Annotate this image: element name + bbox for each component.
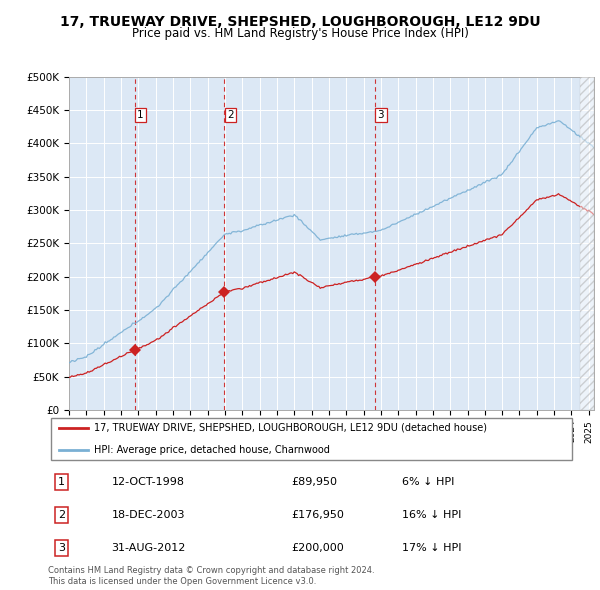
Text: 31-AUG-2012: 31-AUG-2012	[112, 543, 186, 553]
Text: 6% ↓ HPI: 6% ↓ HPI	[402, 477, 454, 487]
Text: 2: 2	[58, 510, 65, 520]
Text: 17% ↓ HPI: 17% ↓ HPI	[402, 543, 461, 553]
Text: This data is licensed under the Open Government Licence v3.0.: This data is licensed under the Open Gov…	[48, 577, 316, 586]
Text: 3: 3	[377, 110, 384, 120]
FancyBboxPatch shape	[50, 418, 572, 460]
Text: 17, TRUEWAY DRIVE, SHEPSHED, LOUGHBOROUGH, LE12 9DU (detached house): 17, TRUEWAY DRIVE, SHEPSHED, LOUGHBOROUG…	[94, 423, 487, 432]
Text: £200,000: £200,000	[291, 543, 344, 553]
Text: Contains HM Land Registry data © Crown copyright and database right 2024.: Contains HM Land Registry data © Crown c…	[48, 566, 374, 575]
Text: 16% ↓ HPI: 16% ↓ HPI	[402, 510, 461, 520]
Text: 3: 3	[58, 543, 65, 553]
Text: 1: 1	[58, 477, 65, 487]
Text: 2: 2	[227, 110, 233, 120]
Text: Price paid vs. HM Land Registry's House Price Index (HPI): Price paid vs. HM Land Registry's House …	[131, 27, 469, 40]
Text: 18-DEC-2003: 18-DEC-2003	[112, 510, 185, 520]
Text: £89,950: £89,950	[291, 477, 337, 487]
Text: HPI: Average price, detached house, Charnwood: HPI: Average price, detached house, Char…	[94, 445, 331, 455]
Text: 12-OCT-1998: 12-OCT-1998	[112, 477, 184, 487]
Text: 1: 1	[137, 110, 144, 120]
Text: 17, TRUEWAY DRIVE, SHEPSHED, LOUGHBOROUGH, LE12 9DU: 17, TRUEWAY DRIVE, SHEPSHED, LOUGHBOROUG…	[59, 15, 541, 29]
Text: £176,950: £176,950	[291, 510, 344, 520]
